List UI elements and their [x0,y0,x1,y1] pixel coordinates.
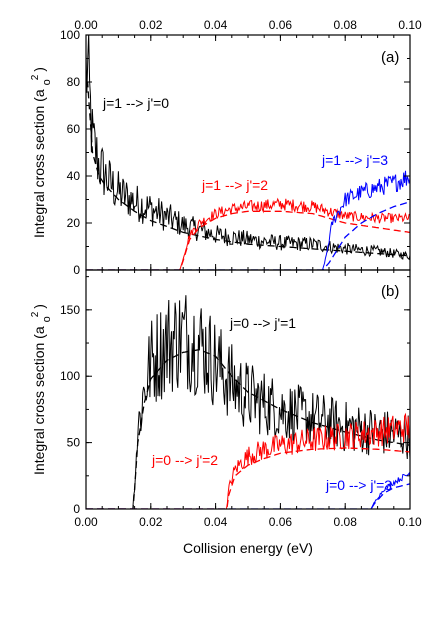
y-tick-label: 100 [60,28,80,42]
series-annotation: j=1 --> j'=0 [102,95,169,111]
x-tick-label: 0.08 [334,515,358,529]
x-tick-label: 0.06 [269,515,293,529]
x-axis-label: Collision energy (eV) [183,540,313,556]
series-line-1-dashed [86,81,410,257]
y-tick-label: 0 [73,263,80,277]
x-tick-label-top: 0.00 [74,18,98,32]
series-group [86,295,410,509]
series-annotation: j=1 --> j'=2 [201,177,268,193]
series-group [86,35,410,270]
x-tick-label-top: 0.06 [269,18,293,32]
y-axis-label: Integral cross section (ao2) [30,304,53,475]
x-tick-label-top: 0.08 [334,18,358,32]
series-line-5-dashed [86,201,410,270]
y-tick-label: 50 [67,436,81,450]
panel-label: (a) [381,49,399,66]
x-tick-label: 0.04 [204,515,228,529]
panel-a: j=1 --> j'=0 j=1 --> j'=2 j=1 --> j'=3 0.00… [30,18,422,277]
series-annotation: j=0 --> j'=1 [229,315,296,331]
y-tick-label: 80 [67,75,81,89]
y-tick-label: 60 [67,122,81,136]
y-tick-label: 150 [60,303,80,317]
y-tick-label: 100 [60,369,80,383]
x-tick-label-top: 0.02 [139,18,163,32]
series-line-3-dashed [86,447,410,509]
panel-label: (b) [381,283,399,300]
series-line-1-dashed [86,349,410,509]
x-tick-label: 0.10 [398,515,422,529]
series-annotation: j=1 --> j'=3 [321,152,388,168]
x-tick-label: 0.00 [74,515,98,529]
y-tick-label: 20 [67,216,81,230]
x-tick-label: 0.02 [139,515,163,529]
panel-b: j=0 --> j'=1 j=0 --> j'=2 j=0 --> j'=3 0.00… [30,269,422,556]
x-tick-label-top: 0.04 [204,18,228,32]
series-line-0 [86,295,410,509]
x-tick-label-top: 0.10 [398,18,422,32]
y-tick-label: 0 [73,502,80,516]
y-axis-label: Integral cross section (ao2) [30,67,53,238]
series-annotation: j=0 --> j'=3 [325,477,392,493]
series-line-2 [86,197,410,270]
y-tick-label: 40 [67,169,81,183]
series-line-3-dashed [86,210,410,270]
series-annotation: j=0 --> j'=2 [151,452,218,468]
series-line-4 [86,170,410,270]
